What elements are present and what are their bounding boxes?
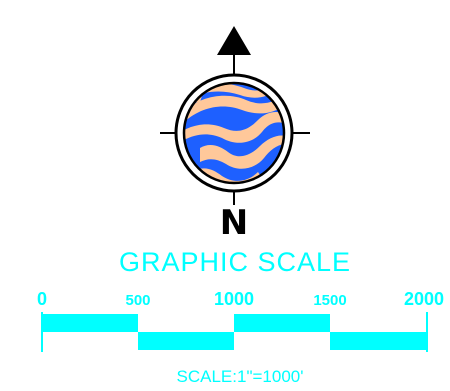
scale-tick-label-1000: 1000 bbox=[214, 289, 254, 309]
graphic-scale: GRAPHIC SCALE 0 500 1000 1500 2000 SCALE… bbox=[37, 247, 444, 386]
north-arrow: N bbox=[160, 26, 310, 243]
scale-tick-label-0: 0 bbox=[37, 289, 47, 309]
scale-bar-segment-2 bbox=[138, 332, 234, 350]
scale-bar bbox=[41, 312, 428, 352]
north-arrow-head bbox=[217, 26, 251, 55]
scale-tick-label-500: 500 bbox=[125, 292, 150, 309]
scale-bar-segment-3 bbox=[234, 314, 330, 332]
scale-caption: SCALE:1"=1000' bbox=[177, 367, 304, 386]
scale-bar-segment-1 bbox=[42, 314, 138, 332]
scale-bar-segment-4 bbox=[330, 332, 427, 350]
scale-tick-label-1500: 1500 bbox=[313, 292, 346, 309]
scale-tick-label-2000: 2000 bbox=[404, 289, 444, 309]
graphic-scale-title: GRAPHIC SCALE bbox=[119, 247, 351, 277]
north-letter: N bbox=[220, 203, 248, 243]
